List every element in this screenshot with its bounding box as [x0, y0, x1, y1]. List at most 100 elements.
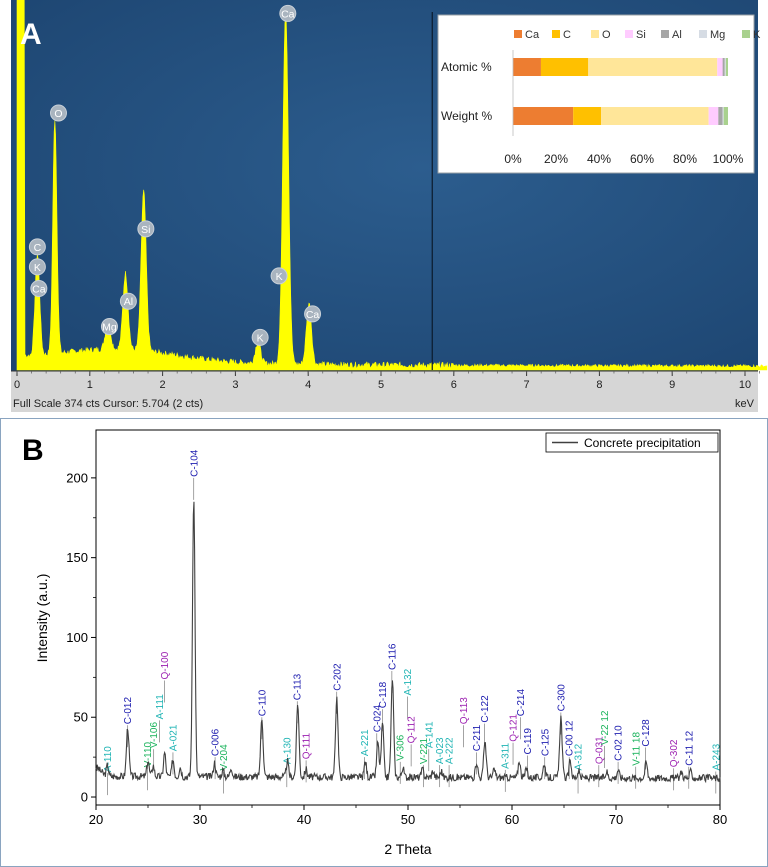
xrd-peak-annotation: A-111: [155, 694, 166, 743]
element-label-text: C: [34, 242, 42, 254]
xrd-peak-annotation: A-311: [501, 743, 512, 792]
xrd-peak-label: A-141: [424, 721, 435, 748]
xrd-peak-label: C-104: [189, 449, 200, 477]
xrd-peak-label: V-221: [419, 738, 430, 765]
xrd-peak-annotation: Q-100: [160, 651, 171, 703]
xrd-peak-label: C-006: [211, 728, 222, 756]
inset-legend-label: O: [602, 29, 611, 41]
element-label: Ca: [30, 280, 48, 298]
inset-bar-segment: [724, 58, 726, 76]
inset-legend-item: Al: [661, 29, 682, 41]
xrd-peak-annotation: A-132: [403, 668, 414, 719]
xrd-peak-label: A-311: [501, 743, 512, 769]
xrd-peak-label: C-202: [332, 663, 343, 691]
inset-category-label: Atomic %: [441, 60, 492, 74]
inset-x-tick-label: 40%: [587, 152, 611, 166]
inset-legend-label: Si: [636, 29, 646, 41]
xrd-peak-label: V-22 12: [600, 710, 611, 745]
xrd-peak-label: C-118: [378, 681, 389, 708]
xrd-peak-label: A-222: [445, 737, 456, 764]
xrd-peak-label: C-214: [516, 689, 527, 717]
inset-bar-segment: [573, 107, 602, 125]
element-label-text: K: [276, 271, 283, 283]
eds-x-unit: keV: [735, 398, 755, 410]
xrd-x-axis-label: 2 Theta: [384, 841, 431, 857]
xrd-legend-label: Concrete precipitation: [584, 436, 701, 450]
xrd-peak-label: C-02 10: [614, 725, 625, 761]
xrd-peak-label: A-132: [403, 668, 414, 695]
xrd-peak-annotation: C-104: [189, 449, 200, 500]
eds-panel: Ca O Si C K Ca K Al Mg Ca K A Ca C O Si Al Mg K Atomic %…: [0, 0, 768, 412]
xrd-y-tick-label: 100: [66, 630, 88, 645]
xrd-peak-label: A-312: [574, 743, 585, 770]
element-label: Ca: [304, 305, 322, 323]
xrd-peak-label: Q-113: [459, 697, 470, 724]
element-label: Ca: [279, 4, 297, 22]
xrd-y-tick-label: 50: [74, 710, 88, 725]
xrd-peak-label: C-00 12: [565, 720, 576, 756]
inset-bar-segment: [723, 107, 728, 125]
xrd-x-tick-label: 30: [193, 812, 207, 827]
xrd-peak-annotation: A-110: [103, 746, 114, 796]
inset-bar-segment: [708, 107, 719, 125]
xrd-x-tick-label: 70: [609, 812, 623, 827]
inset-legend-item: C: [552, 29, 571, 41]
element-label-text: Ca: [32, 284, 46, 296]
xrd-peak-label: V-110: [143, 741, 154, 767]
inset-legend-item: O: [591, 29, 611, 41]
xrd-peak-label: C-119: [523, 728, 534, 755]
eds-x-tick-label: 2: [160, 379, 166, 391]
xrd-x-tick-label: 20: [89, 812, 103, 827]
eds-axis-strip: [11, 371, 758, 412]
element-label: K: [270, 267, 288, 285]
xrd-peak-label: C-300: [556, 684, 567, 712]
xrd-peak-label: Q-121: [509, 714, 520, 742]
xrd-peak-label: A-221: [360, 729, 371, 756]
panel-label-a: A: [20, 18, 42, 51]
xrd-y-axis-label: Intensity (a.u.): [34, 574, 50, 663]
xrd-y-tick-label: 0: [81, 790, 88, 805]
xrd-peak-annotation: A-141: [424, 721, 435, 772]
inset-x-ticks: 0% 20% 40% 60% 80% 100%: [504, 152, 743, 166]
inset-legend-item: Mg: [699, 29, 725, 41]
xrd-peak-annotation: Q-113: [459, 697, 470, 748]
xrd-peak-label: V-11 18: [631, 732, 642, 766]
inset-legend-label: Mg: [710, 29, 725, 41]
eds-x-tick-label: 4: [305, 379, 311, 391]
eds-x-tick-label: 8: [596, 379, 602, 391]
eds-x-tick-label: 10: [739, 379, 751, 391]
xrd-peak-label: Q-031: [594, 736, 605, 764]
xrd-peak-label: A-243: [711, 743, 722, 770]
eds-x-tick-label: 7: [524, 379, 530, 391]
inset-bar-segment: [717, 58, 723, 76]
xrd-legend: Concrete precipitation: [545, 432, 719, 453]
eds-x-tick-label: 9: [669, 379, 675, 391]
xrd-peak-label: A-130: [282, 737, 293, 764]
inset-bar-segment: [718, 107, 723, 125]
xrd-peak-label: C-125: [540, 728, 551, 756]
xrd-peak-label: C-122: [480, 695, 491, 723]
xrd-pattern-line: [95, 501, 721, 784]
xrd-x-tick-label: 80: [713, 812, 727, 827]
xrd-x-ticks: 20 30 40 50 60 70 80: [89, 805, 727, 827]
xrd-peak-annotation: C-122: [480, 695, 491, 746]
xrd-x-tick-label: 40: [297, 812, 311, 827]
eds-x-tick-label: 6: [451, 379, 457, 391]
xrd-peak-annotation: C-02 10: [614, 725, 625, 784]
element-label: K: [28, 258, 46, 276]
xrd-y-ticks: 0 50 100 150 200: [66, 470, 96, 805]
xrd-peak-annotation: V-22 12: [600, 710, 611, 768]
inset-bar-segment: [722, 107, 724, 125]
inset-category-label: Weight %: [441, 109, 492, 123]
xrd-peak-annotation: Q-121: [509, 714, 520, 765]
inset-legend-item: Ca: [514, 29, 540, 41]
xrd-peak-annotation: V-204: [219, 744, 230, 794]
eds-x-tick-label: 0: [14, 379, 20, 391]
xrd-peak-label: A-111: [155, 694, 166, 720]
element-label-text: Al: [124, 296, 133, 308]
xrd-peak-label: Q-100: [160, 651, 171, 679]
